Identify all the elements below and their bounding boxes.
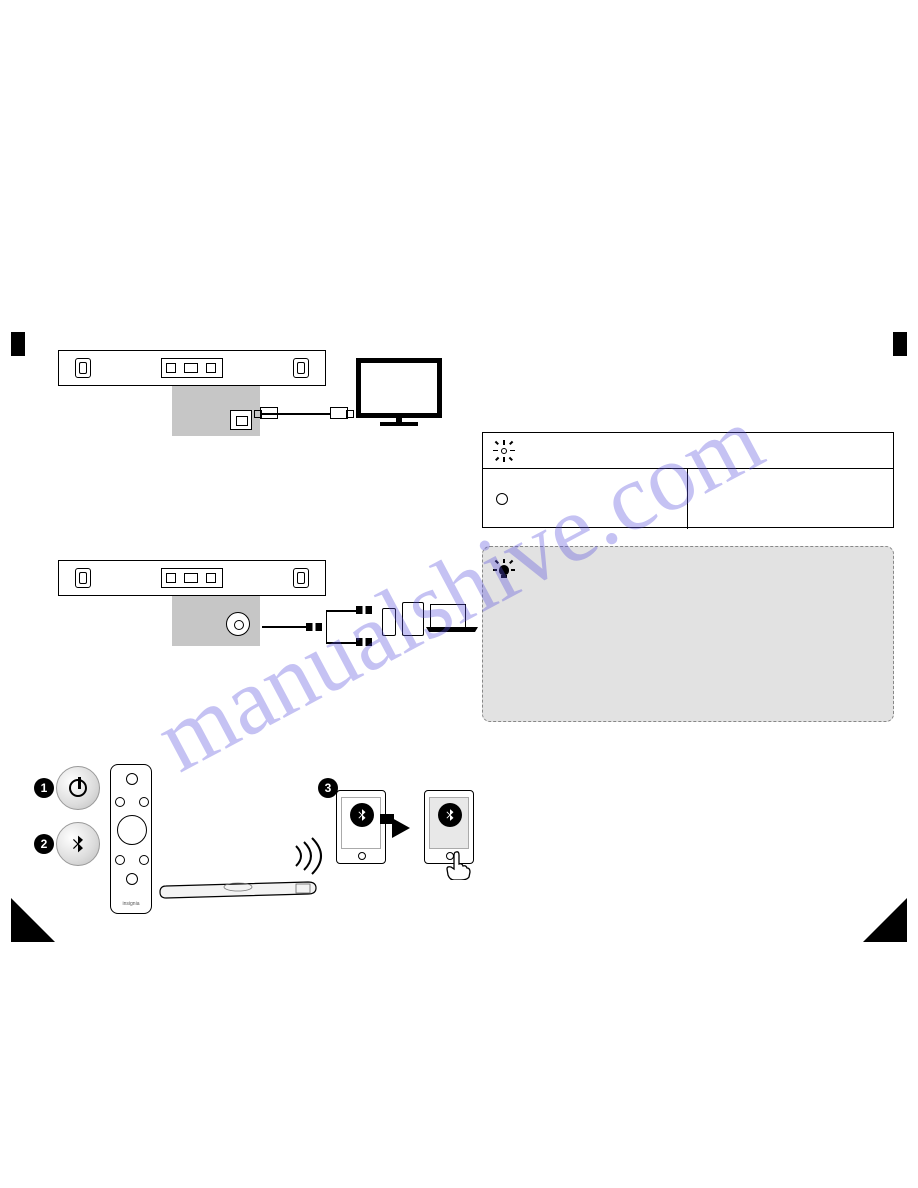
table-row bbox=[483, 433, 893, 469]
diagram-optical-connection bbox=[34, 330, 444, 450]
soundbar-rear-view bbox=[58, 350, 326, 386]
soundbar-port-panel bbox=[161, 358, 223, 378]
remote-control-icon: insignia bbox=[110, 764, 152, 914]
aux-jack-icon bbox=[226, 612, 250, 636]
bluetooth-icon bbox=[68, 834, 88, 854]
tv-icon bbox=[356, 358, 442, 418]
optical-cable-line bbox=[262, 413, 332, 415]
bluetooth-badge-icon bbox=[350, 803, 374, 827]
aux-cable-line bbox=[326, 642, 356, 644]
tv-stand-icon bbox=[380, 422, 418, 426]
crop-mark-left bbox=[11, 332, 25, 356]
tips-callout-box bbox=[482, 546, 894, 722]
port-icon bbox=[184, 573, 198, 583]
led-blinking-icon bbox=[493, 440, 515, 462]
diagram-aux-connection bbox=[34, 540, 444, 670]
port-icon bbox=[166, 573, 176, 583]
soundbar-driver-left-icon bbox=[75, 568, 91, 588]
optical-plug-icon bbox=[330, 407, 348, 419]
soundbar-driver-right-icon bbox=[293, 568, 309, 588]
touch-hand-icon bbox=[444, 850, 472, 880]
soundbar-rear-view bbox=[58, 560, 326, 596]
aux-cable-line bbox=[326, 610, 356, 612]
step-badge-3: 3 bbox=[318, 778, 338, 798]
crop-mark-right bbox=[893, 332, 907, 356]
port-icon bbox=[166, 363, 176, 373]
arrow-head-icon bbox=[392, 818, 410, 838]
bluetooth-badge-icon bbox=[438, 803, 462, 827]
jack-plug-icon bbox=[356, 638, 372, 646]
led-indicator-table bbox=[482, 432, 894, 528]
tablet-unpaired-icon bbox=[336, 790, 386, 864]
soundbar-port-panel bbox=[161, 568, 223, 588]
jack-plug-icon bbox=[306, 623, 322, 631]
jack-plug-icon bbox=[356, 606, 372, 614]
wireless-waves-icon bbox=[288, 836, 328, 876]
lightbulb-icon bbox=[493, 559, 515, 581]
laptop-icon bbox=[430, 604, 466, 628]
port-zoom-box bbox=[172, 596, 260, 646]
aux-cable-line bbox=[262, 626, 306, 628]
tablet-icon bbox=[402, 602, 424, 636]
port-zoom-box bbox=[172, 386, 260, 436]
soundbar-driver-left-icon bbox=[75, 358, 91, 378]
power-button-icon bbox=[56, 766, 100, 810]
cable-splitter-line bbox=[326, 610, 327, 644]
crop-triangle-bottom-right bbox=[863, 898, 907, 942]
led-solid-icon bbox=[496, 493, 508, 505]
step-badge-2: 2 bbox=[34, 834, 54, 854]
soundbar-driver-right-icon bbox=[293, 358, 309, 378]
diagram-bluetooth-pairing: 1 2 3 insignia bbox=[34, 760, 454, 940]
table-row bbox=[483, 469, 893, 529]
port-icon bbox=[184, 363, 198, 373]
port-icon bbox=[206, 363, 216, 373]
optical-port-icon bbox=[230, 410, 252, 430]
port-icon bbox=[206, 573, 216, 583]
bluetooth-button-icon bbox=[56, 822, 100, 866]
phone-icon bbox=[382, 608, 396, 636]
step-badge-1: 1 bbox=[34, 778, 54, 798]
remote-brand-label: insignia bbox=[115, 901, 147, 907]
